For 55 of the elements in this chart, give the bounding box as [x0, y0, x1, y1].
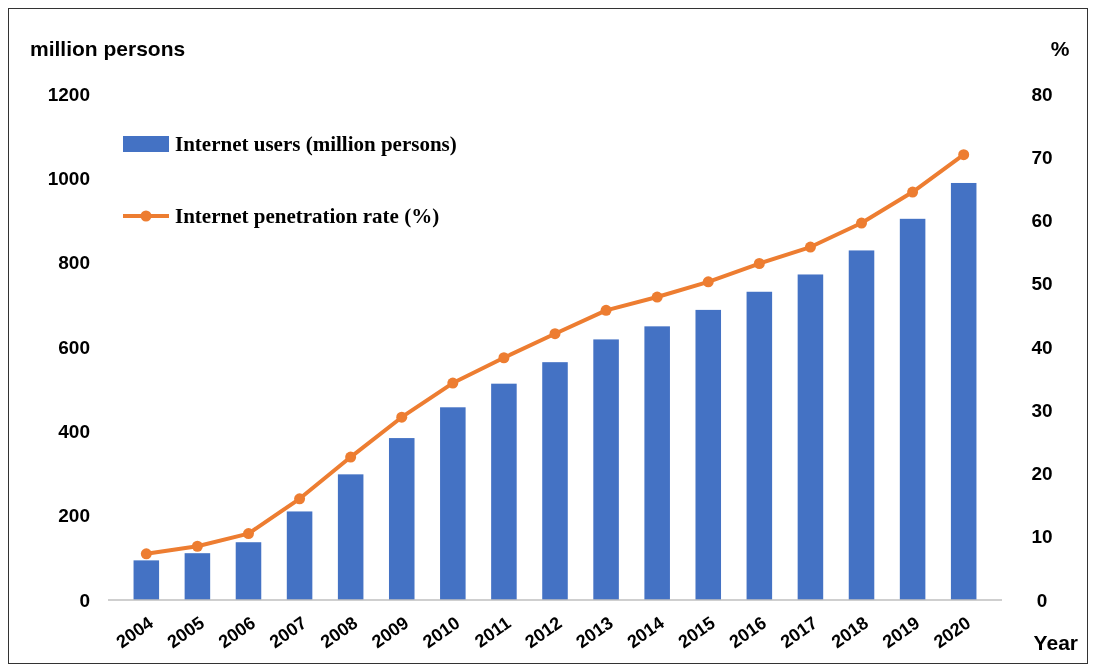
bar [797, 274, 824, 600]
bar [286, 511, 313, 600]
point [907, 186, 919, 198]
bar [337, 474, 364, 600]
y-tick-label: 800 [58, 252, 90, 274]
y2-tick-label: 70 [1031, 146, 1053, 168]
point [498, 352, 510, 364]
bar [746, 291, 773, 600]
bar [235, 542, 262, 600]
bar [491, 383, 517, 600]
point [345, 451, 357, 463]
point [958, 149, 970, 161]
y-tick-label: 0 [79, 589, 90, 611]
point [242, 528, 254, 540]
legend-label: Internet penetration rate (%) [175, 204, 440, 228]
point [294, 493, 306, 505]
bar [593, 339, 619, 600]
point [856, 217, 868, 229]
y2-tick-label: 30 [1031, 399, 1053, 421]
bar [542, 362, 568, 600]
y2-axis-title: % [1050, 37, 1070, 60]
y2-tick-label: 0 [1036, 589, 1048, 611]
y-tick-label: 400 [58, 420, 90, 442]
point [753, 258, 765, 270]
point [651, 291, 663, 303]
y-tick-label: 200 [58, 505, 90, 527]
y2-tick-label: 50 [1031, 273, 1053, 295]
bar [644, 326, 670, 600]
y2-tick-label: 80 [1031, 83, 1053, 105]
bar [899, 218, 926, 600]
bar [848, 250, 875, 600]
point [191, 540, 203, 552]
y2-tick-label: 60 [1031, 210, 1053, 232]
point [140, 548, 152, 560]
bar [133, 560, 160, 600]
y-tick-label: 1200 [47, 83, 90, 105]
point [447, 377, 459, 389]
bar [950, 182, 977, 600]
point [702, 276, 714, 288]
y2-tick-label: 40 [1031, 336, 1053, 358]
y-tick-label: 600 [58, 336, 90, 358]
bar [388, 438, 415, 600]
y2-tick-label: 20 [1031, 463, 1053, 485]
point [396, 411, 408, 423]
bar [440, 407, 466, 600]
y2-tick-label: 10 [1031, 526, 1053, 548]
bar [184, 553, 211, 600]
y-tick-label: 1000 [47, 167, 90, 189]
legend-label: Internet users (million persons) [175, 132, 457, 156]
bar [695, 309, 722, 600]
point [600, 304, 612, 316]
point [804, 241, 816, 253]
x-axis-title: Year [1033, 631, 1078, 654]
y-axis-title: million persons [30, 37, 186, 60]
point [549, 328, 561, 340]
